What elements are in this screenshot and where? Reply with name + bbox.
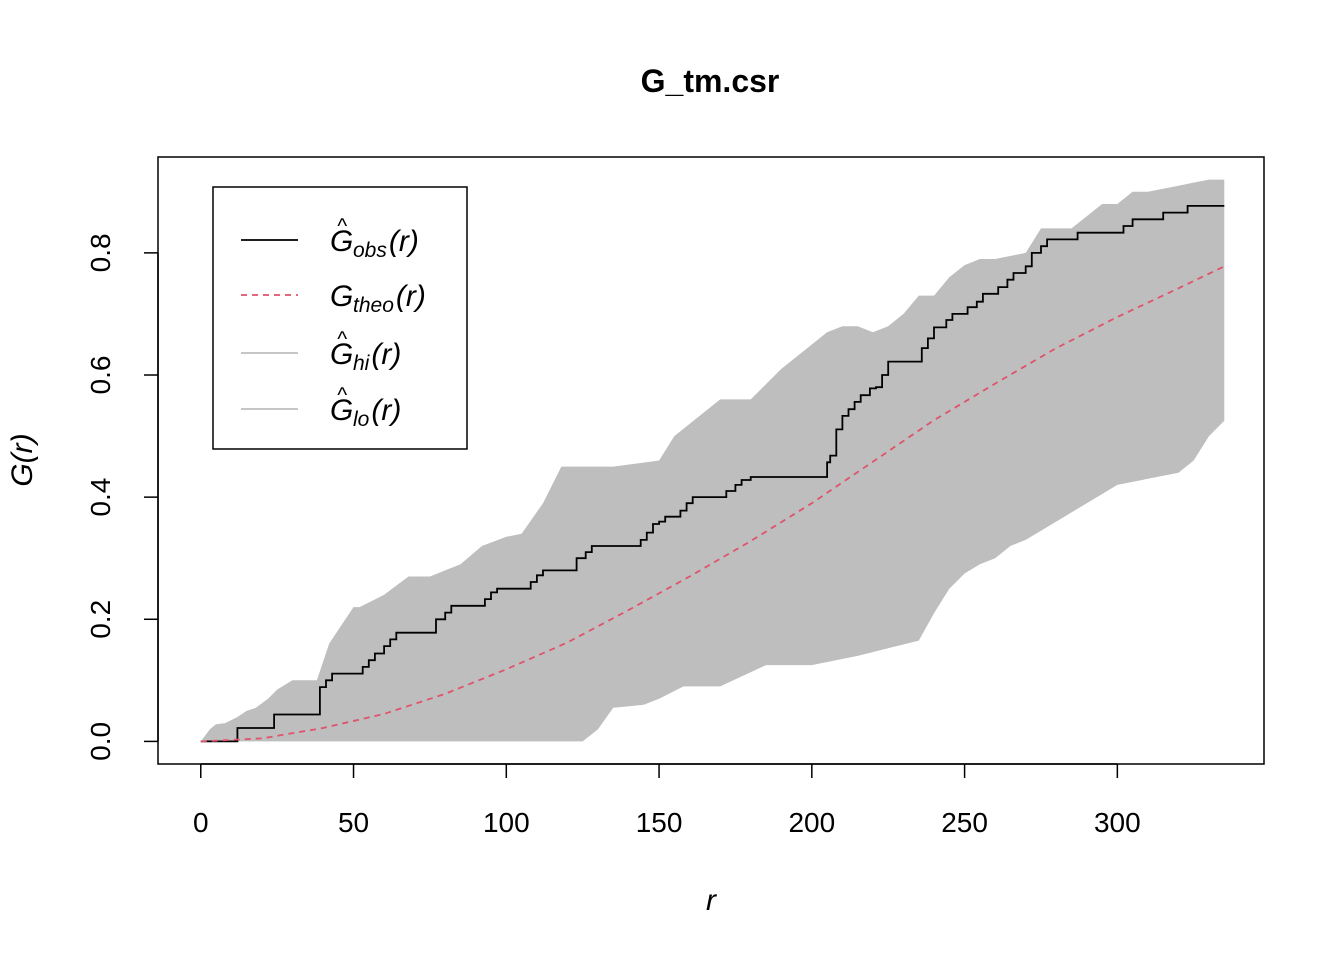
legend-entry-lo: G^lo (r) bbox=[330, 384, 401, 431]
plot-area bbox=[200, 179, 1225, 743]
y-axis-label: G(r) bbox=[6, 433, 39, 486]
x-tick-label: 150 bbox=[636, 807, 683, 838]
envelope-band bbox=[200, 179, 1225, 742]
legend-entry-obs: G^obs (r) bbox=[330, 215, 419, 262]
y-axis: 0.0 0.2 0.4 0.6 0.8 bbox=[85, 233, 159, 761]
y-tick-label: 0.2 bbox=[85, 600, 116, 639]
y-tick-label: 0.4 bbox=[85, 478, 116, 517]
x-tick-label: 250 bbox=[941, 807, 988, 838]
series-obs-line bbox=[200, 205, 1225, 743]
legend: G^obs (r)G theo (r)G^hi (r)G^lo (r) bbox=[212, 186, 468, 450]
legend-label-sub: lo bbox=[353, 408, 370, 431]
legend-label-suffix: (r) bbox=[396, 280, 426, 313]
y-tick-label: 0.0 bbox=[85, 722, 116, 761]
legend-label-sub: theo bbox=[353, 294, 394, 317]
y-tick-label: 0.8 bbox=[85, 233, 116, 272]
x-tick-label: 100 bbox=[483, 807, 530, 838]
legend-label-base: G bbox=[330, 394, 353, 427]
legend-hat: ^ bbox=[337, 215, 348, 238]
legend-hat: ^ bbox=[337, 384, 348, 407]
legend-entry-hi: G^hi (r) bbox=[330, 328, 401, 375]
legend-label-sub: hi bbox=[353, 352, 371, 375]
x-tick-label: 0 bbox=[193, 807, 209, 838]
legend-label-base: G bbox=[330, 338, 353, 371]
legend-label-base: G bbox=[330, 225, 353, 258]
x-tick-label: 300 bbox=[1094, 807, 1141, 838]
legend-label-suffix: (r) bbox=[371, 338, 401, 371]
x-tick-label: 200 bbox=[788, 807, 835, 838]
x-axis: 0 50 100 150 200 250 300 bbox=[193, 763, 1141, 838]
legend-label-suffix: (r) bbox=[371, 394, 401, 427]
chart-title: G_tm.csr bbox=[641, 63, 780, 99]
y-tick-label: 0.6 bbox=[85, 356, 116, 395]
legend-label-base: G bbox=[330, 280, 353, 313]
legend-label-suffix: (r) bbox=[389, 225, 419, 258]
legend-label-sub: obs bbox=[353, 239, 387, 262]
legend-hat: ^ bbox=[337, 328, 348, 351]
x-axis-label: r bbox=[706, 884, 717, 917]
x-tick-label: 50 bbox=[338, 807, 369, 838]
legend-box bbox=[212, 186, 468, 450]
